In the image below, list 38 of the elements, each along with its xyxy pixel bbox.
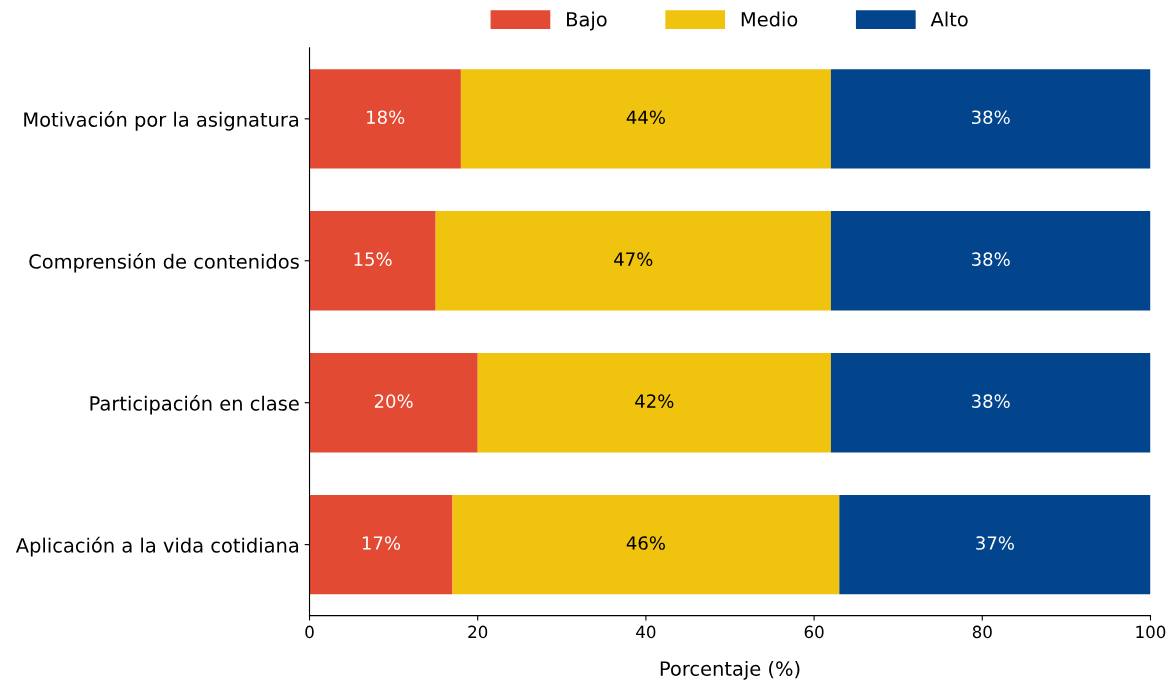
x-tick-label: 80 xyxy=(972,625,992,639)
y-tick-label: Motivación por la asignatura xyxy=(24,111,299,131)
x-tick-label: 20 xyxy=(468,625,488,639)
bar xyxy=(830,69,1151,169)
bar xyxy=(309,211,436,311)
data-label: 18% xyxy=(367,110,405,125)
bar xyxy=(460,69,831,169)
bar xyxy=(477,353,831,453)
legend-label: Alto xyxy=(930,11,968,27)
bar xyxy=(830,353,1151,453)
data-label: 38% xyxy=(972,252,1010,267)
x-tick-label: 100 xyxy=(1136,625,1166,639)
x-tick-label: 0 xyxy=(305,625,314,639)
y-tick-label: Participación en clase xyxy=(90,394,299,415)
x-tick-label: 60 xyxy=(804,625,824,639)
legend-label: Medio xyxy=(741,11,798,27)
data-label: 38% xyxy=(972,394,1010,408)
bar xyxy=(830,211,1151,311)
bar xyxy=(435,211,831,311)
x-tick-label: 40 xyxy=(636,625,656,639)
x-axis-title: Porcentaje (%) xyxy=(660,660,800,680)
bar xyxy=(839,494,1151,595)
bar xyxy=(309,494,453,595)
data-label: 44% xyxy=(626,110,665,125)
bar xyxy=(309,353,478,453)
y-tick-label: Comprensión de contenidos xyxy=(29,253,299,273)
data-label: 46% xyxy=(626,536,665,550)
data-label: 47% xyxy=(614,252,653,267)
data-label: 20% xyxy=(374,394,413,408)
data-label: 17% xyxy=(362,536,401,550)
data-label: 42% xyxy=(635,394,674,408)
legend-label: Bajo xyxy=(567,11,607,31)
bar xyxy=(309,69,461,169)
y-tick-label: Aplicación a la vida cotidiana xyxy=(15,536,299,557)
bar xyxy=(452,494,840,595)
data-label: 15% xyxy=(354,252,392,267)
data-label: 37% xyxy=(976,536,1014,550)
data-label: 38% xyxy=(972,110,1010,125)
